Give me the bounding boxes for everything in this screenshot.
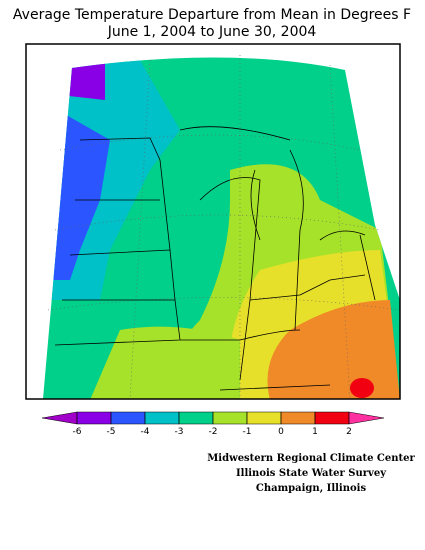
colorbar-tick-label: 1 [312,427,318,437]
colorbar-segment [76,411,112,425]
colorbar-over [348,411,385,425]
colorbar-segment [212,411,248,425]
credit-line: Illinois State Water Survey [236,468,387,479]
title: Average Temperature Departure from Mean … [13,7,411,23]
colorbar-segment [144,411,180,425]
colorbar-tick-label: -5 [107,427,116,437]
colorbar-tick-label: 0 [278,427,284,437]
colorbar-segment [246,411,282,425]
colorbar: -6 -5 -4 -3 -2 -1 0 1 2 [41,411,385,437]
credit-line: Champaign, Illinois [256,483,367,494]
credit-line: Midwestern Regional Climate Center [207,453,415,464]
map-frame [25,43,401,400]
colorbar-segment [280,411,316,425]
colorbar-tick-label: -3 [175,427,184,437]
map-lines [47,55,401,400]
colorbar-under [41,411,78,425]
colorbar-tick-label: -2 [209,427,218,437]
colorbar-segment [178,411,214,425]
colorbar-segment [314,411,350,425]
colorbar-tick-label: -1 [243,427,252,437]
colorbar-segment [110,411,146,425]
colorbar-tick-label: -6 [73,427,82,437]
temperature-map [43,57,400,399]
colorbar-tick-label: 2 [346,427,352,437]
colorbar-tick-label: -4 [141,427,150,437]
subtitle: June 1, 2004 to June 30, 2004 [107,24,317,40]
